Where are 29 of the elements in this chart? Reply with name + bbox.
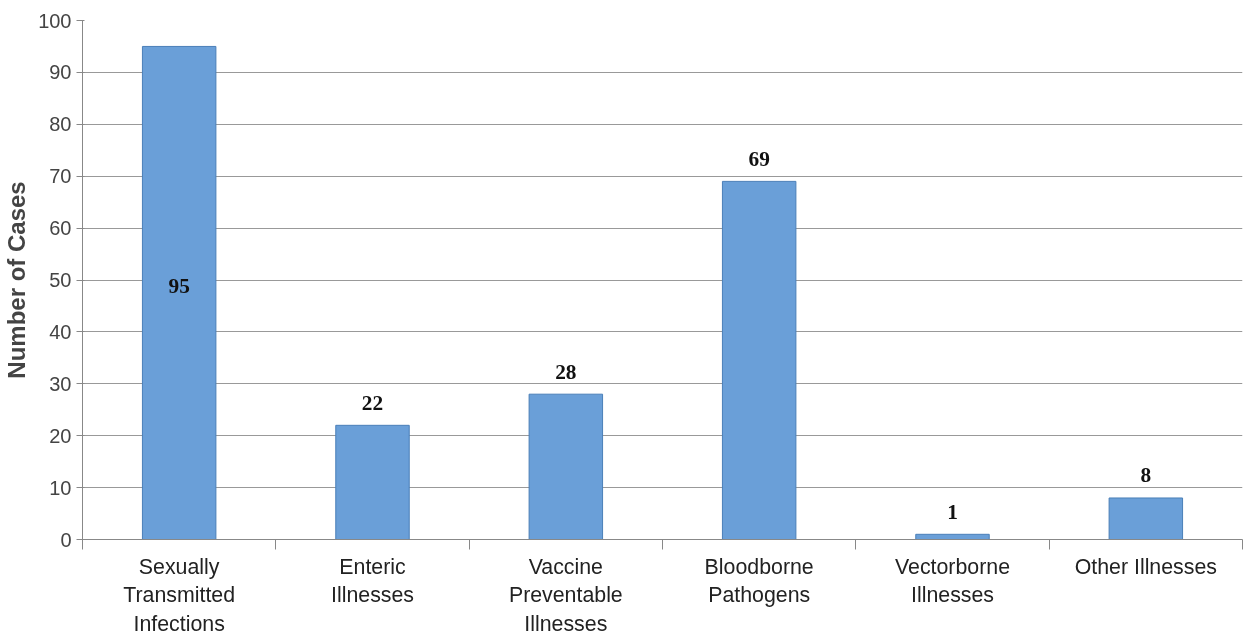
bar <box>141 45 217 540</box>
bar <box>721 180 797 540</box>
x-tick-label: Bloodborne Pathogens <box>704 554 814 608</box>
bar <box>1108 497 1184 540</box>
x-tick-label: Sexually Transmitted Infections <box>123 554 236 637</box>
y-tick-label: 70 <box>49 165 72 188</box>
bar <box>528 393 604 540</box>
data-label: 28 <box>555 359 577 384</box>
x-tick-label: Other Illnesses <box>1074 554 1217 579</box>
y-tick-label: 100 <box>38 9 72 32</box>
y-tick-label: 90 <box>49 61 72 84</box>
y-tick-label: 30 <box>49 372 72 395</box>
y-tick-label: 40 <box>49 320 72 343</box>
y-tick-label: 20 <box>49 424 72 447</box>
y-tick-label: 10 <box>49 476 72 499</box>
y-tick-label: 50 <box>49 269 72 291</box>
y-tick-label: 0 <box>60 528 72 551</box>
x-tick-label: Enteric Illnesses <box>331 554 414 608</box>
y-tick-label: 80 <box>49 113 72 136</box>
y-axis-title: Number of Cases <box>3 181 31 379</box>
data-label: 95 <box>168 273 190 298</box>
data-label: 1 <box>947 499 958 524</box>
data-label: 22 <box>361 390 384 415</box>
x-tick-label: Vaccine Preventable Illnesses <box>508 554 623 637</box>
x-tick-label: Vectorborne Illnesses <box>894 554 1011 608</box>
bar <box>335 424 410 540</box>
data-label: 69 <box>748 146 770 171</box>
data-label: 8 <box>1140 463 1152 488</box>
y-tick-label: 60 <box>49 217 72 240</box>
